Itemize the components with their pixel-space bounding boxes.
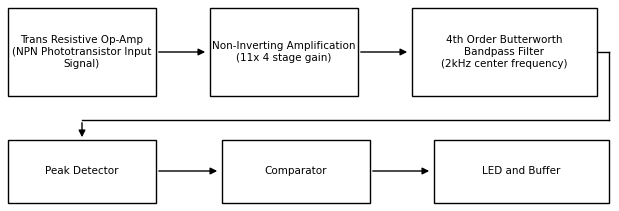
- Bar: [434, 140, 609, 203]
- Bar: [222, 140, 370, 203]
- Text: Non-Inverting Amplification
(11x 4 stage gain): Non-Inverting Amplification (11x 4 stage…: [212, 41, 356, 63]
- Bar: [8, 140, 156, 203]
- Text: LED and Buffer: LED and Buffer: [482, 166, 561, 176]
- Text: Trans Resistive Op-Amp
(NPN Phototransistor Input
Signal): Trans Resistive Op-Amp (NPN Phototransis…: [12, 35, 152, 69]
- Bar: [412, 8, 597, 96]
- Text: Comparator: Comparator: [265, 166, 327, 176]
- Bar: [210, 8, 358, 96]
- Text: 4th Order Butterworth
Bandpass Filter
(2kHz center frequency): 4th Order Butterworth Bandpass Filter (2…: [441, 35, 568, 69]
- Bar: [8, 8, 156, 96]
- Text: Peak Detector: Peak Detector: [45, 166, 119, 176]
